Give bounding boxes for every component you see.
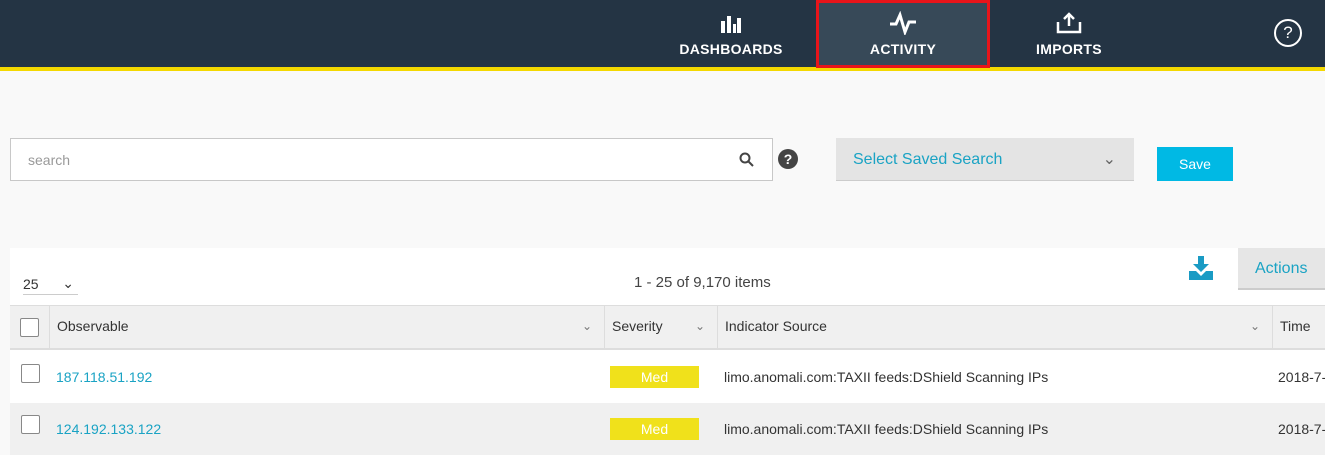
help-icon[interactable]: ? — [1274, 19, 1302, 47]
search-input[interactable] — [11, 139, 711, 180]
time-value: 2018-7- — [1278, 369, 1325, 385]
select-all-cell — [10, 306, 50, 349]
column-observable[interactable]: Observable ⌄ — [50, 306, 605, 349]
nav-imports[interactable]: IMPORTS — [1020, 0, 1118, 67]
item-count: 1 - 25 of 9,170 items — [634, 274, 771, 291]
row-checkbox[interactable] — [21, 364, 40, 383]
search-icon[interactable] — [739, 152, 754, 167]
nav-activity[interactable]: ACTIVITY — [816, 0, 990, 68]
column-label: Observable — [57, 318, 129, 334]
activity-pulse-icon — [890, 11, 916, 35]
column-severity[interactable]: Severity ⌄ — [605, 306, 718, 349]
severity-badge: Med — [610, 418, 699, 440]
nav-dashboards[interactable]: DASHBOARDS — [670, 0, 792, 67]
nav-label: IMPORTS — [1036, 40, 1102, 57]
table-header: Observable ⌄ Severity ⌄ Indicator Source ⌄ … — [10, 305, 1325, 350]
indicator-source: limo.anomali.com:TAXII feeds:DShield Sca… — [724, 369, 1049, 385]
table-row: 187.118.51.192 Med limo.anomali.com:TAXI… — [10, 351, 1325, 403]
indicator-source: limo.anomali.com:TAXII feeds:DShield Sca… — [724, 421, 1049, 437]
search-help-icon[interactable]: ? — [778, 149, 798, 169]
save-button[interactable]: Save — [1157, 147, 1233, 181]
chevron-down-icon[interactable]: ⌄ — [581, 319, 592, 333]
column-time[interactable]: Time — [1273, 306, 1325, 349]
row-checkbox[interactable] — [21, 415, 40, 434]
nav-label: DASHBOARDS — [679, 40, 783, 57]
column-indicator-source[interactable]: Indicator Source ⌄ — [718, 306, 1273, 349]
chevron-down-icon[interactable]: ⌄ — [1249, 319, 1260, 333]
severity-badge: Med — [610, 366, 699, 388]
chevron-down-icon: ⌄ — [62, 275, 74, 291]
top-nav-bar: DASHBOARDS ACTIVITY IMPORTS ? — [0, 0, 1325, 71]
bar-chart-icon — [721, 15, 741, 33]
column-label: Severity — [612, 318, 663, 334]
time-value: 2018-7- — [1278, 421, 1325, 437]
column-label: Time — [1280, 318, 1311, 334]
download-icon[interactable] — [1188, 256, 1214, 280]
page-size-select[interactable]: 25 ⌄ — [23, 275, 78, 295]
saved-search-select[interactable]: Select Saved Search ⌄ — [836, 138, 1134, 181]
saved-search-label: Select Saved Search — [853, 151, 1003, 168]
column-label: Indicator Source — [725, 318, 827, 334]
upload-icon — [1056, 11, 1082, 33]
nav-label: ACTIVITY — [869, 41, 937, 57]
observable-link[interactable]: 124.192.133.122 — [56, 421, 162, 437]
observable-link[interactable]: 187.118.51.192 — [56, 369, 153, 385]
chevron-down-icon: ⌄ — [1102, 151, 1116, 168]
chevron-down-icon[interactable]: ⌄ — [694, 319, 705, 333]
table-row: 124.192.133.122 Med limo.anomali.com:TAX… — [10, 403, 1325, 455]
select-all-checkbox[interactable] — [20, 318, 39, 337]
actions-button[interactable]: Actions — [1238, 248, 1325, 290]
page-size-value: 25 — [23, 276, 39, 292]
search-box — [10, 138, 773, 181]
